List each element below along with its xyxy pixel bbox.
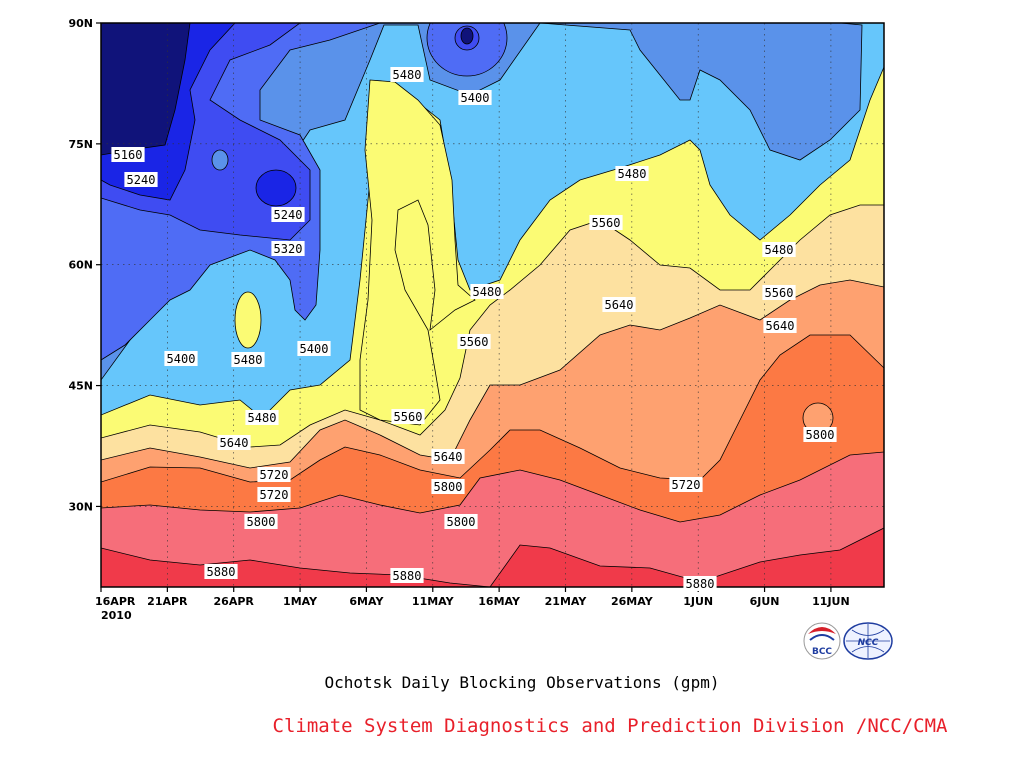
ncc-logo-text: NCC xyxy=(858,638,879,648)
contour-label-bg xyxy=(391,409,425,424)
contour-label-bg xyxy=(245,410,279,425)
bcc-logo: BCC xyxy=(803,622,841,660)
contour-label: 5400 xyxy=(167,352,196,366)
x-tick-label: 21MAY xyxy=(545,595,588,608)
contour-label: 5880 xyxy=(393,569,422,583)
y-tick-label: 45N xyxy=(68,380,93,393)
contour-label-bg xyxy=(457,334,491,349)
chart-title: Ochotsk Daily Blocking Observations (gpm… xyxy=(325,673,720,692)
x-axis: 16APR 21APR 26APR 1MAY 6MAY 11MAY 16MAY 21MAY 26… xyxy=(95,587,850,608)
contour-label: 5800 xyxy=(247,515,276,529)
contour-label-bg xyxy=(470,284,504,299)
contour-label: 5720 xyxy=(672,478,701,492)
contour-label-bg xyxy=(124,172,158,187)
plot-frame xyxy=(100,22,885,588)
contour-label: 5480 xyxy=(618,167,647,181)
x-tick-label: 26MAY xyxy=(611,595,654,608)
grid-lines xyxy=(101,23,884,587)
contour-label-bg xyxy=(257,467,291,482)
contour-label-bg xyxy=(244,514,278,529)
contour-label-bg xyxy=(803,427,837,442)
x-tick-label: 11JUN xyxy=(812,595,850,608)
contour-label-bg xyxy=(762,285,796,300)
contour-label: 5400 xyxy=(300,342,329,356)
y-tick-label: 90N xyxy=(68,17,93,30)
y-tick-label: 30N xyxy=(68,500,93,513)
contour-label-bg xyxy=(217,435,251,450)
contour-label-bg xyxy=(458,90,492,105)
x-tick-label: 16MAY xyxy=(478,595,521,608)
contour-label: 5560 xyxy=(592,216,621,230)
x-tick-label: 1MAY xyxy=(283,595,318,608)
ncc-logo: NCC xyxy=(843,622,893,660)
x-tick-label: 21APR xyxy=(147,595,188,608)
y-axis: 90N 75N 60N 45N 30N xyxy=(68,17,101,513)
contour-labels: 5160 5240 5240 5320 5400 5480 5400 5480 5400 5480… xyxy=(111,67,837,591)
x-tick-label: 1JUN xyxy=(683,595,713,608)
contour-label-bg xyxy=(669,477,703,492)
contour-label: 5720 xyxy=(260,468,289,482)
contour-label-bg xyxy=(164,351,198,366)
contour-label-bg xyxy=(231,352,265,367)
contour-label-bg xyxy=(271,241,305,256)
year-label: 2010 xyxy=(101,609,132,622)
contour-label: 5800 xyxy=(434,480,463,494)
contour-label: 5560 xyxy=(765,286,794,300)
contour-label: 5480 xyxy=(393,68,422,82)
bcc-logo-text: BCC xyxy=(812,647,832,657)
contour-label-bg xyxy=(762,242,796,257)
contour-label: 5640 xyxy=(766,319,795,333)
contour-label-bg xyxy=(615,166,649,181)
contour-label: 5400 xyxy=(461,91,490,105)
contour-label-bg xyxy=(683,576,717,591)
contour-label-bg xyxy=(111,147,145,162)
contour-label: 5640 xyxy=(434,450,463,464)
contour-label-bg xyxy=(390,67,424,82)
contour-label: 5240 xyxy=(274,208,303,222)
contour-label-bg xyxy=(257,487,291,502)
contour-label-bg xyxy=(589,215,623,230)
contour-label: 5480 xyxy=(765,243,794,257)
contour-label-bg xyxy=(431,449,465,464)
contour-label-bg xyxy=(297,341,331,356)
x-tick-label: 6JUN xyxy=(750,595,780,608)
y-tick-label: 75N xyxy=(68,138,93,151)
contour-label: 5720 xyxy=(260,488,289,502)
contour-label-bg xyxy=(271,207,305,222)
x-tick-label: 16APR xyxy=(95,595,136,608)
credit-line: Climate System Diagnostics and Predictio… xyxy=(273,715,948,737)
contour-label: 5480 xyxy=(234,353,263,367)
contour-label-bg xyxy=(444,514,478,529)
contour-label: 5800 xyxy=(447,515,476,529)
x-tick-label: 26APR xyxy=(214,595,255,608)
contour-label: 5640 xyxy=(220,436,249,450)
contour-label: 5560 xyxy=(394,410,423,424)
x-tick-label: 6MAY xyxy=(349,595,384,608)
contour-label-bg xyxy=(602,297,636,312)
y-tick-label: 60N xyxy=(68,259,93,272)
contour-label-bg xyxy=(431,479,465,494)
contour-label-bg xyxy=(390,568,424,583)
contour-label: 5480 xyxy=(473,285,502,299)
contour-label: 5240 xyxy=(127,173,156,187)
contour-label: 5320 xyxy=(274,242,303,256)
contour-label: 5560 xyxy=(460,335,489,349)
contour-label: 5800 xyxy=(806,428,835,442)
x-tick-label: 11MAY xyxy=(412,595,455,608)
contour-label-bg xyxy=(204,564,238,579)
contour-label: 5160 xyxy=(114,148,143,162)
contour-label: 5880 xyxy=(686,577,715,591)
contour-label-bg xyxy=(763,318,797,333)
contour-label: 5480 xyxy=(248,411,277,425)
contour-label: 5880 xyxy=(207,565,236,579)
contour-label: 5640 xyxy=(605,298,634,312)
